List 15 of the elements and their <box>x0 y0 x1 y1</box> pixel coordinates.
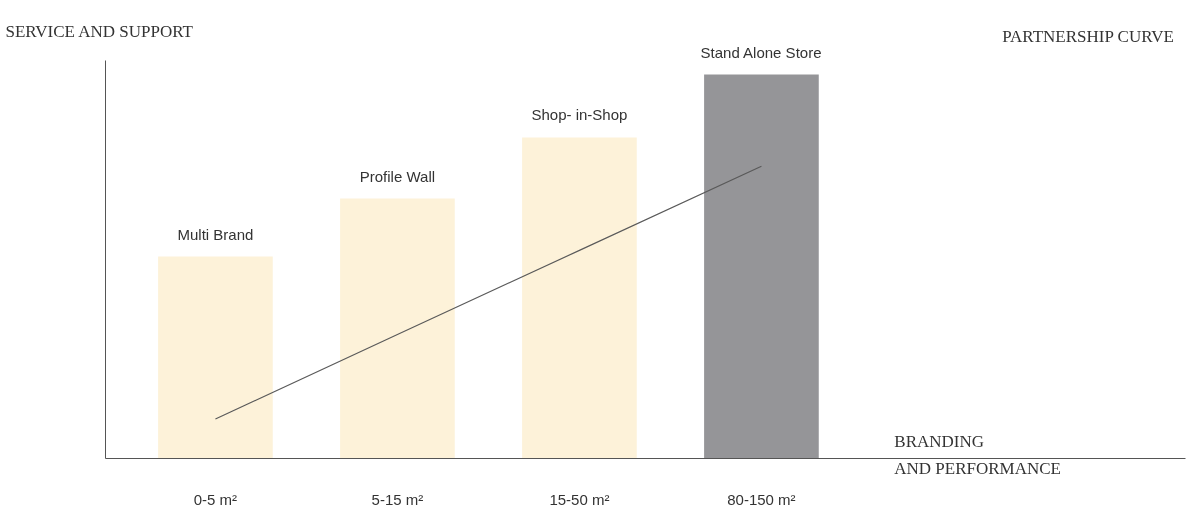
text: PARTNERSHIP CURVE <box>1002 27 1174 47</box>
x-tick-label: 80-150 m² <box>727 490 796 508</box>
x-axis-title: BRANDING AND PERFORMANCE <box>894 431 1062 478</box>
bar <box>522 137 637 459</box>
x-tick-label: 0-5 m² <box>193 490 238 508</box>
bar <box>340 198 455 459</box>
annotation: Multi Brand <box>177 225 254 243</box>
x-tick-label: 5-15 m² <box>371 490 424 508</box>
bar <box>704 74 819 459</box>
y-axis-title: SERVICE AND SUPPORT <box>5 21 194 41</box>
annotation: Stand Alone Store <box>700 43 822 61</box>
annotation: Shop- in-Shop <box>531 106 628 124</box>
x-tick-label: 15-50 m² <box>549 490 610 508</box>
bar <box>158 256 273 459</box>
annotation: Profile Wall <box>359 167 436 185</box>
